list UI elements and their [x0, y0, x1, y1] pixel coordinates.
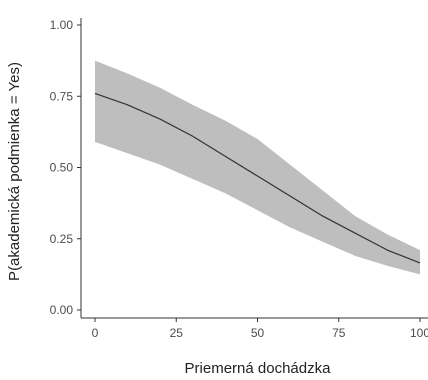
fitted-line: [94, 92, 421, 264]
y-tick-label: 1.00: [50, 18, 74, 32]
y-tick-label: 0.50: [50, 161, 74, 175]
x-tick-label: 75: [332, 326, 346, 340]
y-axis-title: P(akademická podmienka = Yes): [6, 62, 23, 281]
x-tick-label: 50: [251, 326, 265, 340]
x-tick-label: 100: [410, 326, 428, 340]
x-tick-label: 25: [170, 326, 184, 340]
confidence-band: [95, 60, 420, 275]
x-axis-title: Priemerná dochádzka: [185, 360, 332, 377]
y-tick-label: 0.75: [50, 89, 74, 103]
x-tick-label: 0: [92, 326, 99, 340]
y-tick-label: 0.25: [50, 232, 74, 246]
y-tick-label: 0.00: [50, 303, 74, 317]
